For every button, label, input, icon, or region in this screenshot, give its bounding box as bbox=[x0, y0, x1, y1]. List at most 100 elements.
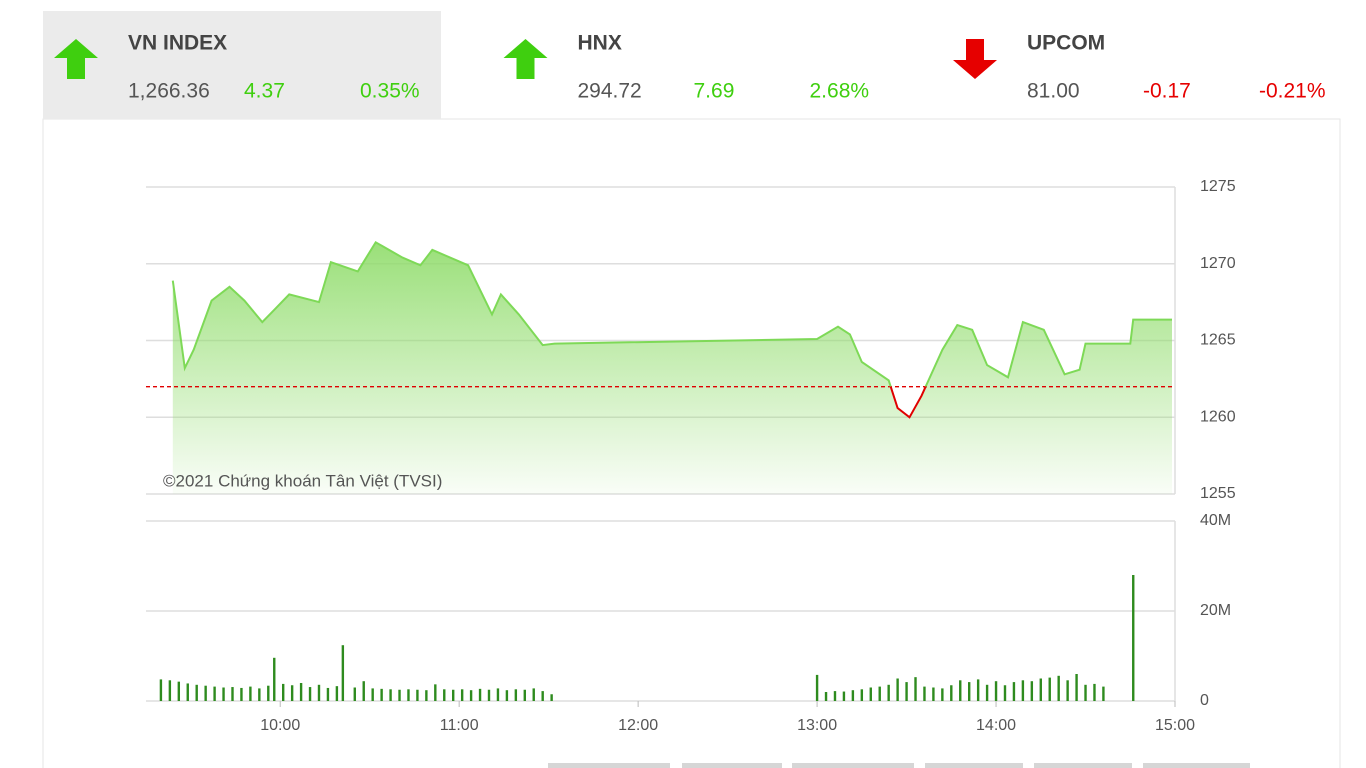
volume-bar bbox=[326, 687, 330, 701]
volume-bar bbox=[159, 679, 163, 701]
volume-bar bbox=[443, 689, 446, 701]
index-percent: -0.21% bbox=[1259, 80, 1326, 103]
volume-bar bbox=[299, 683, 303, 701]
volume-bar bbox=[878, 686, 881, 701]
volume-bar bbox=[887, 684, 890, 701]
x-tick-label: 12:00 bbox=[618, 717, 658, 734]
volume-bar bbox=[398, 689, 401, 701]
volume-bar bbox=[290, 685, 294, 701]
volume-bar bbox=[282, 683, 285, 701]
x-tick-label: 15:00 bbox=[1155, 717, 1195, 734]
y-tick-label: 1260 bbox=[1200, 408, 1236, 425]
volume-bar bbox=[1030, 681, 1034, 701]
index-value: 1,266.36 bbox=[128, 80, 210, 103]
volume-bar bbox=[541, 691, 544, 701]
volume-bar bbox=[1084, 684, 1087, 701]
y-tick-label: 20M bbox=[1200, 602, 1231, 619]
volume-bar bbox=[532, 688, 535, 701]
volume-bar bbox=[469, 690, 473, 701]
volume-bar bbox=[407, 689, 410, 701]
volume-bar bbox=[959, 680, 962, 701]
volume-bar bbox=[1003, 685, 1007, 701]
volume-bar bbox=[478, 688, 482, 701]
index-percent: 2.68% bbox=[810, 80, 870, 103]
index-value: 294.72 bbox=[578, 80, 642, 103]
index-value: 81.00 bbox=[1027, 80, 1080, 103]
volume-bar bbox=[505, 690, 509, 701]
volume-bar bbox=[434, 684, 437, 701]
volume-bar bbox=[317, 684, 321, 701]
volume-bar bbox=[815, 674, 819, 701]
y-tick-label: 1270 bbox=[1200, 255, 1236, 272]
direction-arrow bbox=[503, 39, 548, 79]
x-tick-label: 10:00 bbox=[260, 717, 300, 734]
y-tick-label: 0 bbox=[1200, 692, 1209, 709]
y-tick-label: 1275 bbox=[1200, 178, 1236, 195]
volume-bar bbox=[833, 691, 837, 701]
active-tile bbox=[43, 11, 441, 119]
volume-bar bbox=[425, 690, 428, 701]
volume-bar bbox=[932, 687, 935, 701]
price-area bbox=[172, 242, 1173, 494]
volume-bar bbox=[195, 684, 198, 701]
volume-bar bbox=[950, 685, 953, 701]
volume-bar bbox=[496, 688, 500, 701]
index-change: 4.37 bbox=[244, 80, 285, 103]
volume-bar bbox=[1012, 682, 1016, 701]
volume-bar bbox=[353, 687, 356, 701]
volume-bar bbox=[231, 687, 234, 701]
volume-bar bbox=[273, 657, 276, 701]
volume-bar bbox=[1132, 575, 1135, 701]
y-tick-label: 40M bbox=[1200, 512, 1231, 529]
index-change: -0.17 bbox=[1143, 80, 1191, 103]
volume-bar bbox=[452, 689, 455, 701]
volume-bar bbox=[240, 687, 243, 701]
y-tick-label: 1265 bbox=[1200, 332, 1236, 349]
volume-bar bbox=[1066, 680, 1069, 701]
volume-bar bbox=[371, 688, 374, 701]
volume-bar bbox=[851, 690, 855, 701]
volume-bar bbox=[249, 686, 252, 701]
x-tick-label: 14:00 bbox=[976, 717, 1016, 734]
volume-bar bbox=[460, 689, 464, 701]
volume-bar bbox=[389, 689, 392, 701]
volume-bar bbox=[416, 689, 419, 701]
volume-bar bbox=[824, 692, 828, 701]
volume-bar bbox=[968, 682, 971, 701]
direction-arrow bbox=[953, 39, 997, 79]
volume-bar bbox=[1048, 677, 1051, 701]
volume-bar bbox=[976, 679, 980, 701]
volume-bar bbox=[1021, 680, 1025, 701]
index-percent: 0.35% bbox=[360, 80, 420, 103]
volume-bar bbox=[994, 681, 998, 701]
volume-bar bbox=[177, 681, 181, 701]
volume-bar bbox=[869, 687, 872, 701]
price-line bbox=[171, 240, 1172, 419]
volume-bar bbox=[842, 691, 846, 701]
volume-bar bbox=[487, 689, 491, 701]
volume-bar bbox=[923, 686, 926, 701]
volume-bar bbox=[514, 689, 518, 701]
volume-bar bbox=[335, 686, 339, 701]
volume-bar bbox=[985, 684, 989, 701]
volume-bar bbox=[308, 687, 312, 701]
volume-bar bbox=[1093, 683, 1096, 701]
volume-bar bbox=[914, 677, 917, 701]
volume-bar bbox=[213, 686, 216, 701]
x-tick-label: 11:00 bbox=[440, 717, 479, 734]
index-name: VN INDEX bbox=[128, 32, 227, 55]
volume-bar bbox=[204, 685, 207, 701]
volume-bar bbox=[186, 683, 189, 701]
volume-bar bbox=[1057, 675, 1060, 701]
volume-bar bbox=[258, 688, 261, 701]
index-change: 7.69 bbox=[694, 80, 735, 103]
volume-bar bbox=[1102, 686, 1105, 701]
direction-arrow bbox=[54, 39, 98, 79]
index-name: UPCOM bbox=[1027, 32, 1105, 55]
volume-bar bbox=[860, 689, 864, 701]
volume-bar bbox=[362, 681, 365, 701]
volume-bar bbox=[1075, 674, 1078, 701]
bottom-tabs bbox=[548, 763, 1250, 768]
